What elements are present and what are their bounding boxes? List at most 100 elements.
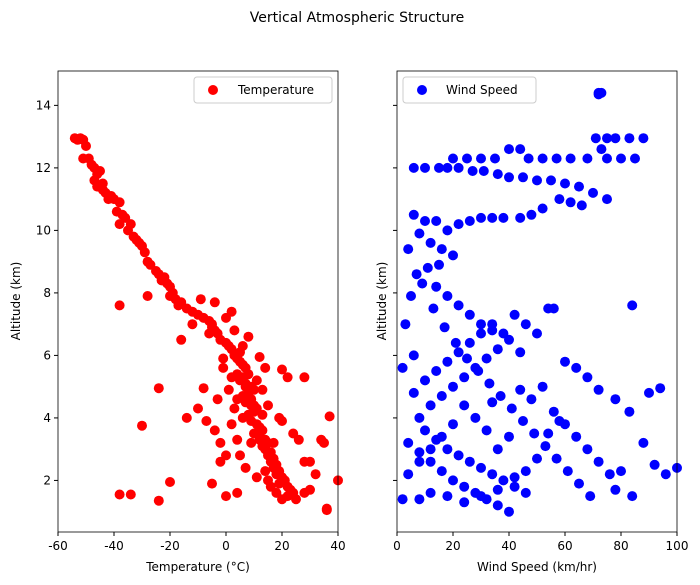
wind-point xyxy=(439,322,450,333)
wind-point xyxy=(476,153,486,164)
temperature-point xyxy=(187,319,198,330)
wind-point xyxy=(408,209,419,220)
wind-point xyxy=(431,216,442,226)
temperature-point xyxy=(310,469,321,480)
wind-point xyxy=(602,133,612,144)
wind-point xyxy=(453,162,464,173)
temperature-point xyxy=(240,381,251,392)
wind-point xyxy=(442,444,453,455)
wind-point xyxy=(459,372,470,383)
wind-x-tick-label: 40 xyxy=(501,539,516,553)
temperature-point xyxy=(277,494,287,505)
temperature-panel: -60 -40 -20 0 20 40 2 4 6 8 10 12 14 Temperature (°C… xyxy=(9,70,346,574)
temperature-x-tick-label: -40 xyxy=(104,539,124,553)
wind-point xyxy=(436,466,447,477)
wind-point xyxy=(515,347,526,358)
wind-point xyxy=(476,319,486,330)
wind-point xyxy=(476,462,486,473)
temperature-point xyxy=(198,383,209,394)
wind-point xyxy=(414,228,425,239)
temperature-point xyxy=(137,420,147,431)
wind-point xyxy=(448,381,458,392)
wind-point xyxy=(414,447,425,458)
wind-point xyxy=(478,166,489,176)
wind-x-tick-label: 0 xyxy=(393,539,401,553)
wind-point xyxy=(431,366,442,376)
temperature-y-tick-label: 4 xyxy=(43,411,51,425)
wind-point xyxy=(593,89,604,100)
wind-point xyxy=(400,319,411,330)
wind-point xyxy=(504,506,514,517)
wind-point xyxy=(442,225,453,236)
wind-point xyxy=(397,362,408,373)
temperature-legend-label: Temperature xyxy=(237,83,314,97)
temperature-point xyxy=(193,403,203,414)
wind-point xyxy=(593,384,604,395)
wind-point xyxy=(515,384,526,395)
temperature-point xyxy=(97,184,108,195)
temperature-point xyxy=(153,495,164,506)
wind-point xyxy=(420,162,430,173)
temperature-point xyxy=(257,384,268,395)
wind-legend-marker xyxy=(417,85,427,95)
wind-point xyxy=(627,300,638,311)
wind-point xyxy=(627,491,638,502)
wind-point xyxy=(624,133,635,144)
temperature-point xyxy=(221,450,231,461)
wind-point xyxy=(487,469,498,480)
temperature-point xyxy=(81,141,91,151)
wind-point xyxy=(548,303,559,314)
wind-point xyxy=(520,319,531,330)
wind-point xyxy=(425,444,436,455)
wind-point xyxy=(481,353,492,364)
wind-point xyxy=(417,278,428,289)
temperature-y-axis-label: Altitude (km) xyxy=(9,262,23,341)
temperature-point xyxy=(251,472,262,483)
wind-panel: 0 20 40 60 80 100 Wind Speed (km/hr) Altitude… xyxy=(375,70,688,574)
temperature-x-tick-label: 0 xyxy=(222,539,230,553)
temperature-point xyxy=(232,434,243,445)
wind-legend-box xyxy=(402,76,537,104)
wind-point xyxy=(492,344,503,355)
temperature-point xyxy=(257,409,268,420)
wind-point xyxy=(464,216,475,226)
temperature-point xyxy=(125,219,136,230)
temperature-point xyxy=(204,328,215,339)
wind-point xyxy=(504,431,514,442)
wind-point xyxy=(414,456,425,467)
wind-point xyxy=(459,497,470,508)
temperature-point xyxy=(201,416,212,426)
temperature-point xyxy=(165,477,175,487)
wind-point xyxy=(571,362,582,373)
wind-point xyxy=(518,172,528,183)
figure-title: Vertical Atmospheric Structure xyxy=(250,10,464,26)
wind-axes-frame xyxy=(396,70,678,533)
wind-point xyxy=(616,466,626,477)
wind-point xyxy=(504,334,514,345)
temperature-point xyxy=(254,352,265,362)
wind-point xyxy=(520,487,531,498)
wind-point xyxy=(434,259,444,270)
temperature-point xyxy=(246,394,257,405)
wind-point xyxy=(537,203,548,214)
temperature-point xyxy=(218,362,229,373)
wind-point xyxy=(464,456,475,467)
wind-point xyxy=(481,425,492,436)
temperature-point xyxy=(277,364,287,375)
temperature-legend-box xyxy=(193,76,333,104)
wind-point xyxy=(411,269,422,280)
temperature-point xyxy=(232,487,243,498)
wind-point xyxy=(526,394,537,405)
temperature-point xyxy=(95,166,105,176)
temperature-point xyxy=(251,375,262,386)
wind-point xyxy=(492,444,503,455)
temperature-point xyxy=(114,300,125,311)
wind-point xyxy=(543,428,554,439)
temperature-point xyxy=(232,394,243,405)
wind-point xyxy=(492,169,503,180)
temperature-point xyxy=(260,362,271,373)
wind-point xyxy=(448,250,458,261)
temperature-point xyxy=(268,437,279,448)
wind-point xyxy=(403,469,414,480)
wind-point xyxy=(602,153,612,164)
